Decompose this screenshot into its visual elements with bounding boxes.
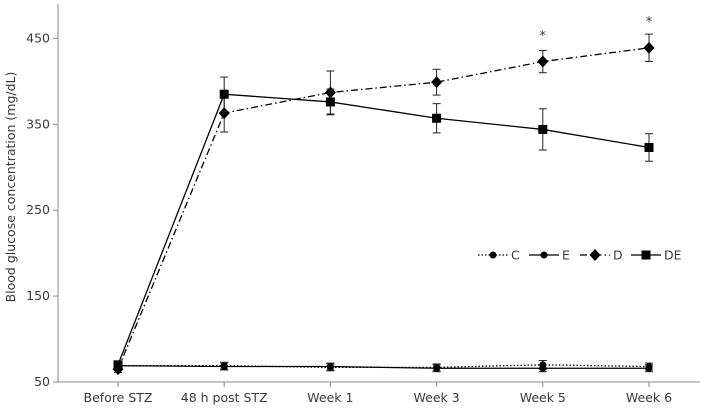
data-point-d bbox=[643, 41, 655, 54]
y-tick-label: 450 bbox=[26, 30, 50, 45]
series-de bbox=[113, 76, 654, 370]
series-e bbox=[114, 361, 653, 373]
legend: C E D DE bbox=[478, 248, 682, 263]
x-tick-label: Before STZ bbox=[84, 390, 153, 405]
legend-swatch-marker bbox=[540, 251, 548, 259]
data-point-e bbox=[539, 364, 547, 372]
data-point-de bbox=[113, 360, 123, 370]
legend-label: D bbox=[613, 248, 623, 263]
x-tick-label: Week 6 bbox=[626, 390, 672, 405]
series-d bbox=[112, 33, 655, 376]
data-point-de bbox=[219, 89, 229, 99]
y-tick-label: 350 bbox=[26, 116, 50, 131]
x-tick-label: Week 1 bbox=[307, 390, 353, 405]
legend-item-d: D bbox=[580, 248, 623, 263]
legend-label: E bbox=[562, 248, 570, 263]
data-point-e bbox=[645, 364, 653, 372]
data-point-de bbox=[644, 142, 654, 152]
axes bbox=[57, 4, 700, 383]
y-tick-label: 150 bbox=[26, 288, 50, 303]
y-tick-label: 250 bbox=[26, 202, 50, 217]
legend-label: C bbox=[511, 248, 520, 263]
y-axis-ticks: 50 150 250 350 450 bbox=[26, 30, 58, 389]
series-e-line bbox=[117, 365, 649, 369]
series-de-line bbox=[117, 93, 650, 366]
x-axis-ticks: Before STZ 48 h post STZ Week 1 Week 3 Week … bbox=[84, 382, 672, 405]
x-tick-label: Week 5 bbox=[520, 390, 566, 405]
data-point-d bbox=[218, 107, 230, 120]
data-point-e bbox=[220, 363, 228, 371]
series-c-line bbox=[118, 364, 650, 369]
data-point-d bbox=[537, 55, 549, 68]
data-point-d bbox=[431, 76, 443, 89]
data-point-e bbox=[326, 363, 334, 371]
y-tick-label: 50 bbox=[34, 374, 50, 389]
significance-asterisk: * bbox=[540, 29, 547, 44]
data-point-de bbox=[538, 124, 548, 134]
legend-item-c: C bbox=[478, 248, 520, 263]
annotations: ** bbox=[540, 15, 653, 44]
x-tick-label: Week 3 bbox=[414, 390, 460, 405]
significance-asterisk: * bbox=[646, 15, 653, 30]
data-point-e bbox=[433, 364, 441, 372]
data-point-de bbox=[432, 113, 442, 123]
data-point-de bbox=[325, 97, 335, 107]
legend-swatch-marker bbox=[641, 250, 651, 260]
series-layer bbox=[112, 33, 655, 376]
legend-swatch-marker bbox=[489, 251, 497, 259]
x-tick-label: 48 h post STZ bbox=[181, 390, 268, 405]
legend-label: DE bbox=[664, 248, 682, 263]
series-d-line bbox=[117, 47, 650, 370]
legend-item-de: DE bbox=[631, 248, 682, 263]
legend-swatch-marker bbox=[589, 249, 601, 261]
y-axis-title: Blood glucose concentration (mg/dL) bbox=[3, 72, 18, 303]
legend-item-e: E bbox=[529, 248, 570, 263]
